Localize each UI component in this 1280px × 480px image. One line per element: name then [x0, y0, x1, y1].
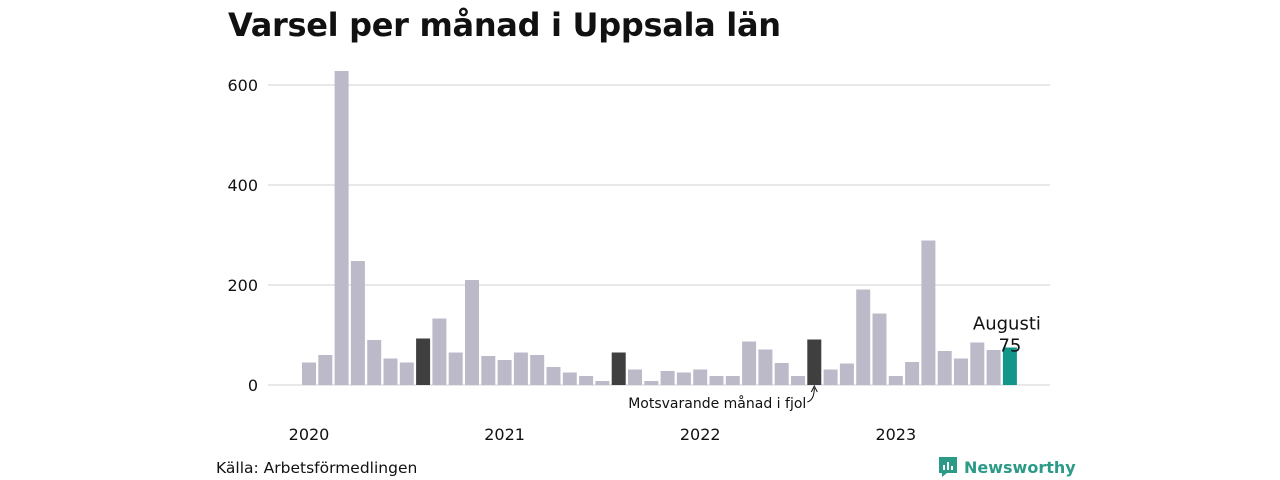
- bar: [954, 358, 968, 385]
- bar: [888, 376, 903, 385]
- bar: [856, 289, 871, 385]
- x-year-label: 2020: [289, 425, 330, 444]
- previous-year-label: Motsvarande månad i fjol: [628, 395, 806, 412]
- bar: [970, 342, 985, 385]
- y-tick-label: 0: [248, 376, 258, 395]
- newsworthy-logo-icon: [939, 457, 957, 477]
- x-year-label: 2021: [484, 425, 525, 444]
- bar: [676, 372, 691, 385]
- bar: [644, 381, 659, 385]
- gridlines: [268, 84, 1050, 386]
- chart-title: Varsel per månad i Uppsala län: [228, 6, 781, 44]
- bar: [350, 261, 365, 385]
- bar: [367, 340, 382, 385]
- annotation-arrowhead: [810, 384, 818, 393]
- bar: [448, 352, 463, 385]
- bar: [986, 350, 1001, 385]
- bar: [334, 71, 349, 385]
- brand-name: Newsworthy: [964, 457, 1076, 477]
- bar: [693, 369, 708, 385]
- brand-logo: Newsworthy: [938, 456, 1076, 478]
- bar: [399, 362, 414, 385]
- bar: [709, 376, 724, 385]
- bar: [1002, 347, 1017, 385]
- bar: [611, 352, 626, 385]
- source-text: Källa: Arbetsförmedlingen: [216, 459, 418, 477]
- y-tick-label: 600: [227, 76, 258, 95]
- bar: [660, 371, 675, 385]
- bar: [465, 280, 479, 385]
- bar: [318, 355, 333, 385]
- bar: [530, 355, 545, 385]
- bar: [579, 376, 594, 385]
- highlight-value-label: 75: [998, 336, 1021, 357]
- bar: [823, 369, 838, 385]
- y-axis-ticks: 0 200 400 600: [227, 76, 258, 395]
- x-year-label: 2022: [680, 425, 721, 444]
- bar: [905, 362, 920, 385]
- annotation-arrow: [807, 387, 815, 403]
- bars: [302, 71, 1017, 385]
- bar: [383, 358, 398, 385]
- bar: [725, 376, 740, 385]
- bar: [302, 362, 316, 385]
- bar: [432, 318, 447, 385]
- bar: [872, 313, 887, 385]
- bar: [562, 372, 577, 385]
- bar: [758, 349, 773, 385]
- bar: [791, 376, 805, 385]
- bar: [513, 352, 528, 385]
- bar: [774, 363, 789, 385]
- bar: [937, 351, 952, 385]
- highlight-month-label: Augusti: [973, 314, 1041, 335]
- bar: [628, 369, 642, 385]
- bar: [481, 356, 496, 385]
- bar: [807, 339, 822, 385]
- bar: [497, 360, 512, 385]
- x-axis-year-labels: 2020 2021 2022 2023: [289, 425, 917, 444]
- bar: [416, 338, 431, 385]
- bar: [921, 240, 936, 385]
- bar: [546, 367, 561, 385]
- bar: [595, 381, 610, 385]
- x-year-label: 2023: [875, 425, 916, 444]
- bar: [742, 341, 757, 385]
- y-tick-label: 200: [227, 276, 258, 295]
- bar: [839, 363, 854, 385]
- y-tick-label: 400: [227, 176, 258, 195]
